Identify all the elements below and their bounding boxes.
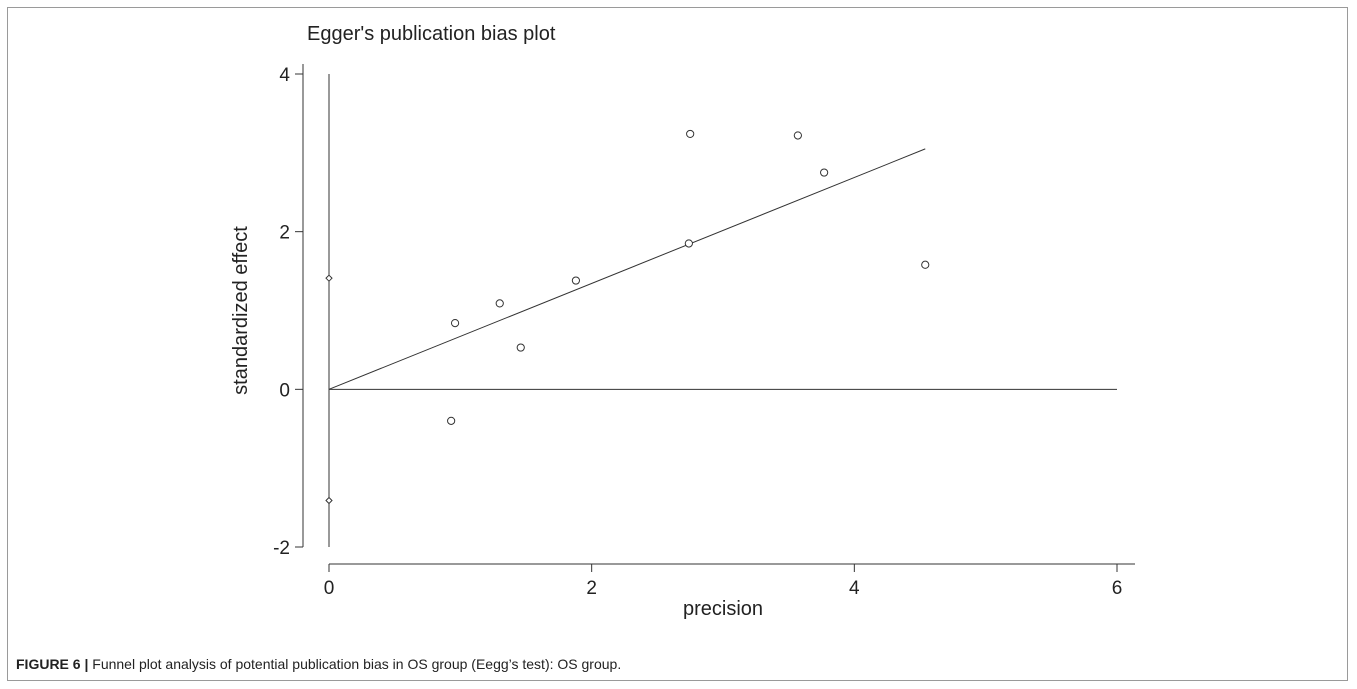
y-tick-label: 0 [279, 380, 290, 401]
data-point [450, 319, 460, 328]
figure-caption-text: Funnel plot analysis of potential public… [92, 656, 622, 672]
data-point [793, 131, 802, 140]
data-point [495, 299, 504, 308]
y-axis-title: standardized effect [230, 226, 252, 395]
y-tick-label: 4 [279, 65, 290, 86]
data-point-diamond [325, 496, 333, 505]
x-tick-label: 4 [849, 578, 860, 599]
data-point [820, 168, 829, 177]
figure-frame [7, 7, 1348, 681]
x-tick-label: 6 [1112, 578, 1123, 599]
x-tick-label: 0 [324, 578, 335, 599]
figure-label: FIGURE 6 | [16, 656, 89, 672]
data-point [686, 129, 695, 139]
figure-caption: FIGURE 6 | Funnel plot analysis of poten… [16, 656, 621, 672]
regression-line [328, 148, 926, 390]
data-point [571, 276, 581, 285]
x-axis-title: precision [683, 598, 763, 620]
data-points [325, 129, 930, 505]
data-point-diamond [325, 274, 333, 282]
x-tick-label: 2 [586, 578, 597, 599]
axes: -2 0 2 4 0 2 4 6 [273, 64, 1135, 599]
chart-title: Egger's publication bias plot [307, 23, 556, 45]
data-point [921, 260, 930, 269]
reference-lines [328, 74, 1117, 547]
data-point [684, 239, 693, 248]
data-point [516, 343, 525, 352]
y-tick-label: -2 [273, 538, 290, 559]
data-point [447, 416, 456, 425]
y-tick-label: 2 [279, 223, 290, 244]
